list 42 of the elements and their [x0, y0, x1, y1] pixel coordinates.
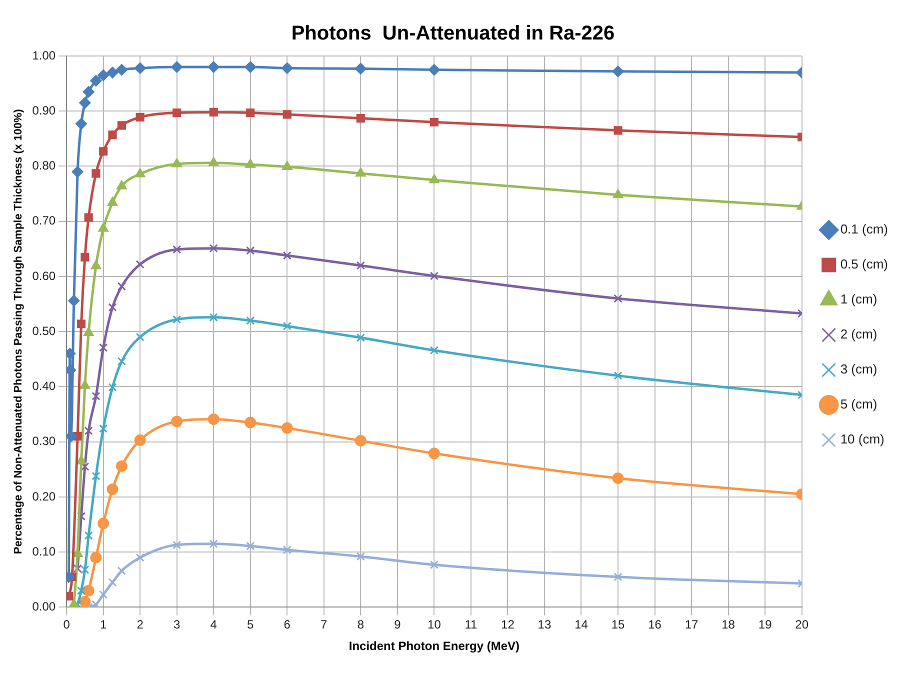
x-tick-label: 12	[501, 618, 515, 632]
y-tick-label: 0.90	[32, 103, 56, 118]
y-tick-label: 0.60	[32, 268, 56, 283]
y-tick-label: 0.00	[32, 600, 56, 614]
x-tick-label: 19	[758, 618, 772, 632]
legend-label: 10 (cm)	[840, 432, 884, 447]
chart-title: Photons Un-Attenuated in Ra-226	[291, 22, 615, 45]
legend-label: 3 (cm)	[840, 362, 878, 377]
x-tick-label: 6	[284, 618, 291, 632]
y-tick-label: 1.00	[32, 48, 56, 62]
x-tick-label: 13	[538, 618, 552, 632]
y-axis-title: Percentage of Non-Attenuated Photons Passing Through Sample Thickness (x 100%)	[12, 108, 25, 554]
x-tick-label: 17	[684, 618, 699, 632]
x-tick-label: 14	[574, 618, 588, 632]
x-tick-label: 15	[611, 618, 626, 632]
legend-label: 2 (cm)	[840, 326, 878, 342]
y-tick-label: 0.40	[32, 379, 56, 394]
y-tick-label: 0.20	[32, 489, 56, 504]
x-tick-label: 18	[722, 618, 736, 632]
legend-label: 1 (cm)	[840, 292, 878, 307]
x-tick-label: 7	[320, 618, 328, 632]
y-tick-label: 0.30	[32, 434, 56, 448]
x-tick-label: 8	[357, 618, 364, 632]
x-tick-label: 9	[394, 618, 402, 632]
y-tick-label: 0.70	[32, 214, 56, 228]
y-tick-label: 0.50	[32, 324, 56, 338]
y-tick-label: 0.80	[32, 158, 56, 173]
x-tick-label: 1	[100, 618, 107, 632]
x-tick-label: 10	[428, 618, 442, 632]
legend-label: 5 (cm)	[840, 396, 878, 412]
x-tick-label: 0	[63, 618, 70, 632]
legend-label: 0.5 (cm)	[840, 256, 888, 272]
x-tick-label: 2	[136, 618, 144, 632]
x-tick-label: 20	[795, 618, 809, 632]
legend-label: 0.1 (cm)	[840, 222, 888, 237]
x-tick-label: 16	[648, 618, 662, 632]
x-axis-title: Incident Photon Energy (MeV)	[348, 639, 520, 654]
x-tick-label: 5	[247, 618, 254, 632]
y-tick-label: 0.10	[32, 544, 56, 558]
x-tick-label: 11	[464, 618, 478, 632]
x-tick-label: 3	[174, 618, 181, 632]
x-tick-label: 4	[210, 618, 218, 632]
